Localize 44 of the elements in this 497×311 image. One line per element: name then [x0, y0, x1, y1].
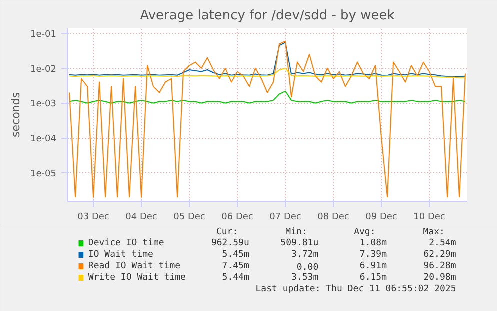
- legend-label: Device IO time: [88, 238, 164, 248]
- text: 6.15m: [360, 273, 388, 283]
- line-series: [69, 40, 466, 198]
- text: 3.72m: [292, 250, 319, 260]
- x-tick-label: 04 Dec: [126, 212, 158, 222]
- line-series: [69, 90, 466, 104]
- x-tick-label: 07 Dec: [270, 212, 302, 222]
- line-series: [69, 42, 466, 78]
- x-tick-label: 10 Dec: [414, 212, 446, 222]
- text: 3.53m: [292, 273, 319, 283]
- line-series: [69, 68, 466, 78]
- text: 96.28m: [424, 262, 456, 272]
- x-tick-label: 03 Dec: [78, 212, 110, 222]
- legend-label: Read IO Wait time: [88, 262, 181, 272]
- text: 5.44m: [222, 273, 250, 283]
- y-tick-label: 1e-05: [30, 169, 57, 180]
- text: Last update: Thu Dec 11 06:55:02 2025: [256, 284, 456, 294]
- chart-title: Average latency for /dev/sdd - by week: [140, 8, 396, 24]
- x-tick-label: 09 Dec: [366, 212, 398, 222]
- text: 6.91m: [360, 262, 388, 272]
- y-tick-label: 1e-02: [30, 64, 57, 75]
- text: Max:: [423, 228, 445, 238]
- y-tick-label: 1e-03: [30, 100, 57, 110]
- text: 2.54m: [429, 238, 456, 248]
- text: 0.00: [296, 263, 319, 273]
- text: Cur:: [216, 228, 238, 238]
- text: 962.59u: [211, 238, 250, 248]
- legend-label: Write IO Wait time: [88, 273, 186, 283]
- text: 5.45m: [222, 250, 250, 260]
- text: 7.39m: [360, 250, 388, 260]
- y-tick-label: 1e-01: [30, 30, 57, 40]
- text: 1.08m: [360, 238, 388, 248]
- y-tick-label: 1e-04: [30, 134, 57, 145]
- text: 7.45m: [222, 262, 250, 272]
- text: 509.81u: [280, 238, 319, 248]
- y-axis-title: seconds: [10, 92, 23, 138]
- text: Avg:: [354, 228, 376, 238]
- legend-label: IO Wait time: [88, 250, 154, 260]
- text: 20.98m: [424, 273, 456, 283]
- x-tick-label: 06 Dec: [222, 212, 254, 222]
- text: 62.29m: [424, 250, 456, 260]
- x-tick-label: 05 Dec: [174, 212, 206, 222]
- text: Min:: [286, 228, 308, 238]
- x-tick-label: 08 Dec: [318, 212, 350, 222]
